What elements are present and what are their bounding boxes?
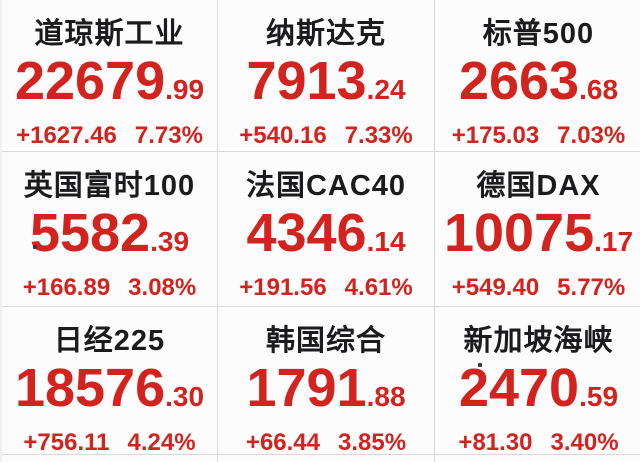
next-row-stub <box>435 455 640 462</box>
change-value: +166.89 <box>22 274 111 301</box>
price-integer: 2663 <box>458 51 580 111</box>
next-row-stub <box>218 455 435 462</box>
index-price: 2663.68 <box>459 54 619 120</box>
index-change-row: +175.03 7.03% <box>452 122 625 150</box>
index-price: 5582.39 <box>30 206 190 272</box>
index-price: 18576.30 <box>15 361 205 427</box>
change-value: +66.44 <box>245 429 320 456</box>
price-decimal: .59 <box>579 381 619 412</box>
index-card-sp500[interactable]: 标普500 2663.68 +175.03 7.03% <box>435 0 640 152</box>
index-price: 2470.59 <box>459 361 619 427</box>
index-price: 7913.24 <box>246 54 406 120</box>
index-change-row: +81.30 3.40% <box>458 429 618 457</box>
index-price: 10075.17 <box>444 206 634 272</box>
index-card-ftse100[interactable]: 英国富时100 5582.39 +166.89 3.08% <box>2 152 218 307</box>
price-decimal: .88 <box>366 381 406 412</box>
index-change-row: +66.44 3.85% <box>246 429 406 457</box>
index-card-dow-jones[interactable]: 道琼斯工业 22679.99 +1627.46 7.73% <box>2 0 218 152</box>
index-name: 日经225 <box>53 325 166 357</box>
change-percent: 3.85% <box>338 429 407 456</box>
index-card-straits-times[interactable]: 新加坡海峡 2470.59 +81.30 3.40% <box>435 307 640 457</box>
change-value: +81.30 <box>458 429 533 456</box>
index-change-row: +166.89 3.08% <box>23 274 196 302</box>
index-name: 德国DAX <box>476 170 601 202</box>
price-integer: 4346 <box>246 203 367 263</box>
index-card-kospi[interactable]: 韩国综合 1791.88 +66.44 3.85% <box>218 307 435 457</box>
index-change-row: +191.56 4.61% <box>239 274 412 302</box>
index-change-row: +756.11 4.24% <box>23 429 195 457</box>
change-percent: 3.40% <box>550 429 619 456</box>
price-integer: 7913 <box>246 51 367 111</box>
change-percent: 7.03% <box>557 122 626 149</box>
index-name: 英国富时100 <box>23 170 196 202</box>
index-card-dax[interactable]: 德国DAX 10075.17 +549.40 5.77% <box>435 152 640 307</box>
change-percent: 3.08% <box>128 274 197 301</box>
index-change-row: +540.16 7.33% <box>239 122 412 150</box>
price-decimal: .17 <box>594 226 634 257</box>
change-percent: 4.61% <box>344 274 413 301</box>
index-name: 法国CAC40 <box>245 170 407 202</box>
change-percent: 4.24% <box>127 429 196 456</box>
change-percent: 7.73% <box>134 122 203 149</box>
index-card-nikkei225[interactable]: 日经225 18576.30 +756.11 4.24% <box>2 307 218 457</box>
index-name: 纳斯达克 <box>265 18 386 50</box>
change-value: +1627.46 <box>16 122 117 149</box>
index-change-row: +1627.46 7.73% <box>16 122 203 150</box>
next-row-stub <box>2 455 218 462</box>
index-card-nasdaq[interactable]: 纳斯达克 7913.24 +540.16 7.33% <box>218 0 435 152</box>
index-name: 道琼斯工业 <box>34 18 185 50</box>
index-name: 韩国综合 <box>265 325 386 357</box>
change-percent: 7.33% <box>344 122 413 149</box>
index-price: 1791.88 <box>246 361 406 427</box>
price-decimal: .24 <box>366 74 406 105</box>
price-integer: 2470 <box>458 358 580 418</box>
index-card-cac40[interactable]: 法国CAC40 4346.14 +191.56 4.61% <box>218 152 435 307</box>
index-price: 4346.14 <box>246 206 406 272</box>
index-price: 22679.99 <box>15 54 205 120</box>
price-decimal: .99 <box>165 74 205 105</box>
price-decimal: .14 <box>366 226 406 257</box>
price-decimal: .39 <box>150 226 190 257</box>
price-integer: 10075 <box>443 203 595 263</box>
index-name: 新加坡海峡 <box>463 325 614 357</box>
price-integer: 18576 <box>14 358 166 418</box>
change-percent: 5.77% <box>557 274 626 301</box>
index-name: 标普500 <box>482 18 595 50</box>
price-decimal: .68 <box>579 74 619 105</box>
price-decimal: .30 <box>165 381 205 412</box>
change-value: +191.56 <box>239 274 327 301</box>
change-value: +756.11 <box>23 429 110 456</box>
index-change-row: +549.40 5.77% <box>452 274 625 302</box>
price-integer: 5582 <box>29 203 151 263</box>
screenshot-speck <box>478 363 482 367</box>
price-integer: 22679 <box>14 51 166 111</box>
change-value: +175.03 <box>451 122 540 149</box>
price-integer: 1791 <box>246 358 367 418</box>
change-value: +540.16 <box>239 122 327 149</box>
screenshot-speck <box>33 245 37 249</box>
change-value: +549.40 <box>451 274 540 301</box>
